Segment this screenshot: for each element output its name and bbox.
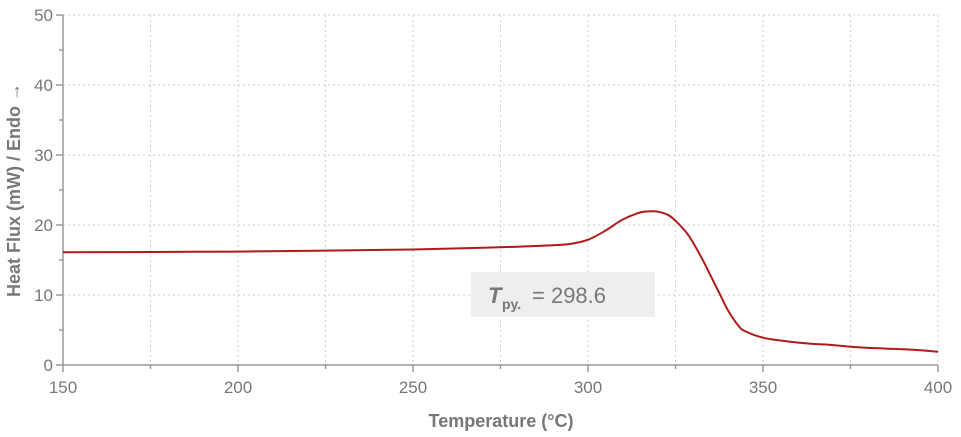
y-tick-label: 10	[34, 286, 53, 305]
y-tick-label: 30	[34, 146, 53, 165]
annotation-subscript: py.	[502, 296, 521, 312]
x-tick-label: 200	[224, 378, 252, 397]
y-axis-title: Heat Flux (mW) / Endo →	[4, 83, 24, 297]
annotation-symbol: T	[488, 283, 503, 308]
minor-ticks	[56, 14, 939, 372]
heat-flux-line	[62, 210, 939, 353]
peak-temperature-annotation: T py. = 298.6	[471, 272, 655, 317]
y-tick-label: 20	[34, 216, 53, 235]
annotation-box	[471, 272, 655, 317]
y-tick-label: 50	[34, 6, 53, 25]
y-tick-label: 0	[44, 356, 53, 375]
x-axis-title: Temperature (°C)	[429, 411, 574, 431]
y-tick-labels: 0 10 20 30 40 50	[34, 6, 53, 375]
x-tick-label: 350	[749, 378, 777, 397]
x-tick-label: 300	[574, 378, 602, 397]
y-tick-label: 40	[34, 76, 53, 95]
x-tick-label: 250	[399, 378, 427, 397]
annotation-value: = 298.6	[532, 283, 606, 308]
x-tick-label: 400	[924, 378, 952, 397]
grid-lines	[63, 14, 939, 365]
x-tick-label: 150	[49, 378, 77, 397]
x-tick-labels: 150 200 250 300 350 400	[49, 378, 952, 397]
